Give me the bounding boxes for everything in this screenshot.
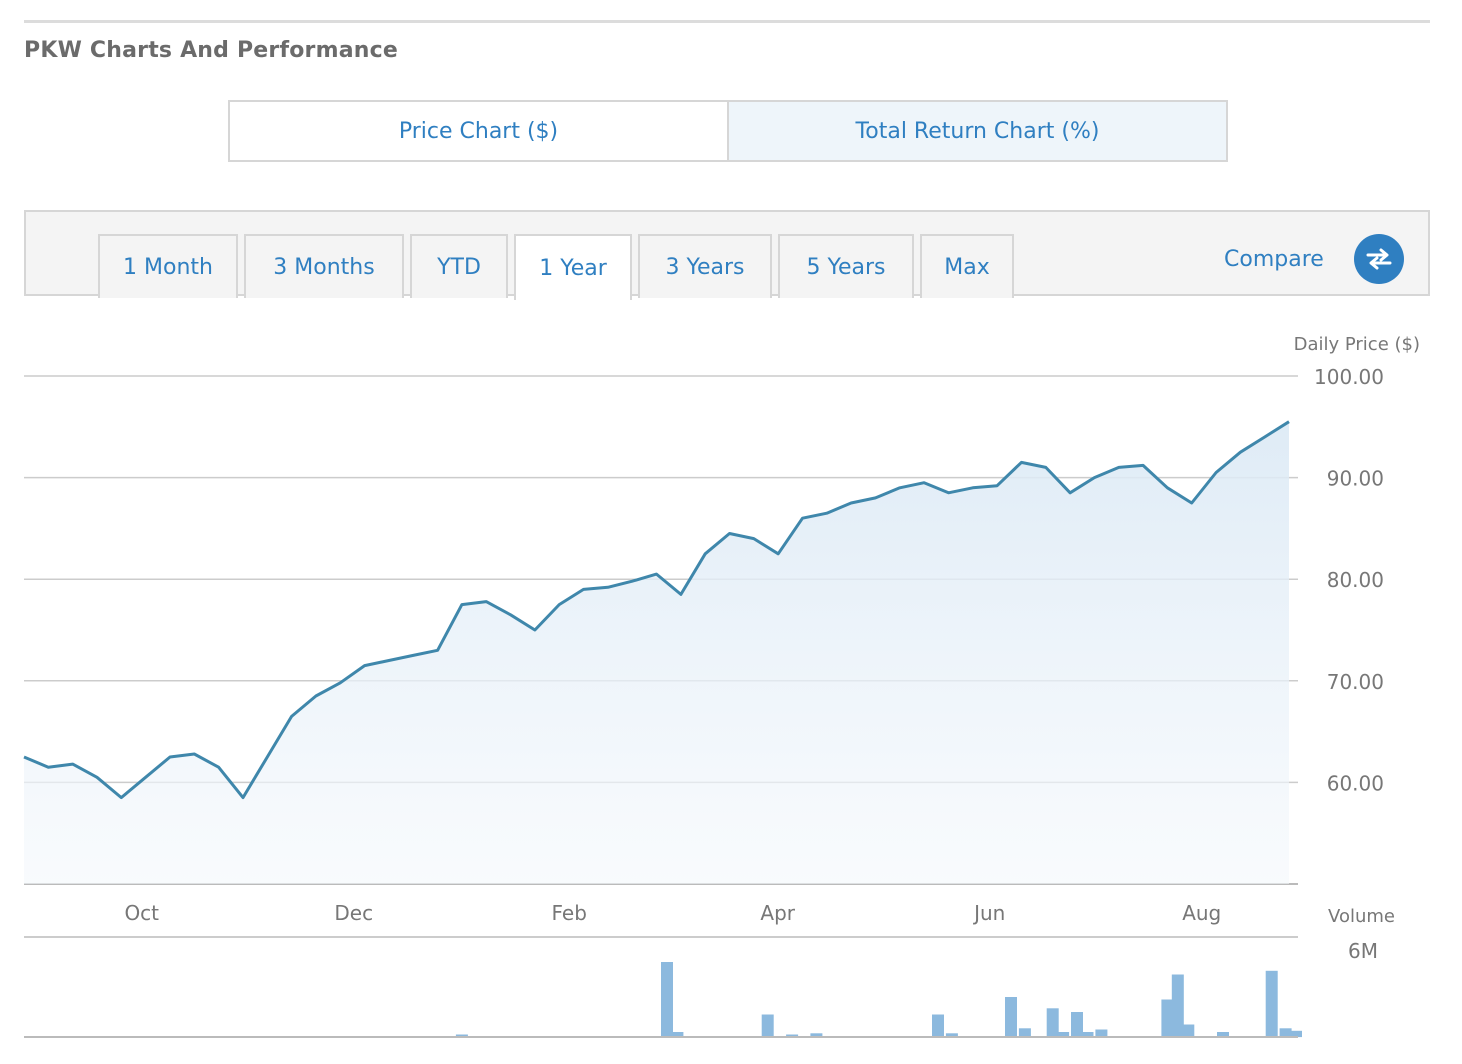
volume-bar [932,1014,944,1037]
volume-bar [1057,1032,1070,1037]
range-tab-3-years[interactable]: 3 Years [638,234,772,298]
volume-bar [455,1034,468,1037]
y-tick-label: 80.00 [1327,568,1384,592]
range-tab-1-year[interactable]: 1 Year [514,234,632,300]
volume-bar [810,1033,823,1037]
range-tab-max[interactable]: Max [920,234,1014,298]
y-axis-title: Daily Price ($) [1294,334,1420,355]
volume-bar [1081,1032,1094,1037]
price-chart-button[interactable]: Price Chart ($) [228,100,729,162]
x-tick-label: Dec [334,901,373,925]
x-tick-label: Aug [1182,901,1221,925]
range-tab-1-month[interactable]: 1 Month [98,234,238,298]
price-series-line [23,420,1290,800]
volume-axis-title: Volume [1328,906,1395,927]
volume-bar [1018,1028,1031,1037]
volume-bar [661,962,673,1037]
volume-bar [1217,1032,1229,1037]
x-tick-label: Feb [552,901,587,925]
y-tick-label: 60.00 [1327,771,1384,795]
y-tick-label: 70.00 [1327,670,1384,694]
volume-bar [1071,1012,1083,1037]
volume-bar [761,1014,774,1037]
compare-button[interactable]: Compare [1224,234,1404,284]
compare-label: Compare [1224,246,1324,272]
price-area-fill [24,421,1289,884]
volume-bar [1279,1028,1292,1037]
volume-bar [1161,999,1174,1037]
range-tab-5-years[interactable]: 5 Years [778,234,914,298]
range-tab-ytd[interactable]: YTD [410,234,508,298]
price-chart: 100.00 90.00 80.00 70.00 60.00 Oct Dec Feb Apr J… [23,334,1420,1038]
y-tick-label: 100.00 [1314,365,1384,389]
volume-bar [1182,1024,1195,1037]
range-tab-3-months[interactable]: 3 Months [244,234,404,298]
volume-tick-label: 6M [1348,939,1378,963]
volume-bar [1290,1030,1302,1038]
x-tick-label: Apr [760,901,795,925]
top-divider [24,20,1430,23]
volume-bar [1005,997,1017,1037]
section-title: PKW Charts And Performance [24,38,398,63]
y-tick-label: 90.00 [1327,467,1384,491]
volume-bar [945,1033,958,1037]
total-return-chart-button[interactable]: Total Return Chart (%) [729,100,1228,162]
volume-bar [786,1034,799,1037]
x-tick-label: Jun [972,901,1005,925]
swap-arrows-icon[interactable] [1353,234,1404,284]
chart-type-toggle: Price Chart ($) Total Return Chart (%) [228,100,1228,162]
x-tick-label: Oct [124,901,159,925]
volume-bar [671,1032,684,1037]
time-range-bar: 1 Month 3 Months YTD 1 Year 3 Years 5 Ye… [24,210,1430,300]
volume-bar [1265,970,1278,1038]
volume-bar [1171,974,1184,1037]
volume-bar [1095,1029,1108,1037]
volume-bar [1046,1008,1059,1037]
